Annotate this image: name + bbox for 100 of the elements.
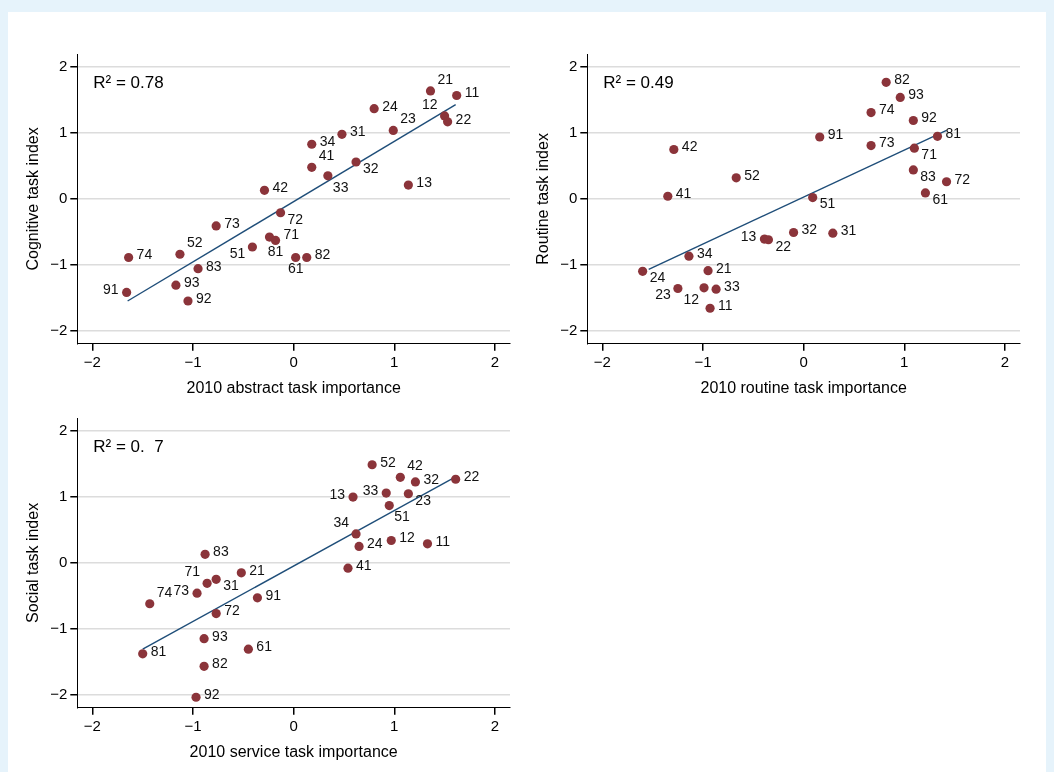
point [236, 568, 246, 578]
annotation: 82 [314, 246, 331, 263]
annotation: 12 [683, 290, 700, 307]
point [403, 180, 413, 190]
annotation: 13 [740, 227, 757, 244]
y-tick-label: 0 [58, 189, 68, 207]
point [191, 692, 201, 702]
annotation: 93 [908, 86, 925, 103]
point [211, 574, 221, 584]
annotation: 74 [879, 101, 895, 118]
annotation: 61 [287, 260, 304, 277]
annotation: 83 [206, 257, 222, 274]
point [932, 131, 943, 141]
annotation: 32 [801, 221, 818, 238]
point [422, 539, 433, 549]
y-tick-label: 2 [58, 421, 68, 439]
point [351, 529, 361, 539]
point [175, 249, 185, 259]
annotation: 71 [921, 146, 938, 163]
annotation: 93 [183, 274, 200, 291]
y-tick-label: 2 [568, 57, 578, 75]
point [291, 252, 301, 263]
point [395, 472, 405, 482]
annotation: 34 [333, 513, 350, 530]
x-axis-title: 2010 service task importance [189, 742, 398, 760]
annotation: 11 [718, 297, 733, 314]
annotation: 13 [416, 173, 433, 190]
point [908, 115, 918, 126]
y-tick-label: −1 [50, 618, 68, 636]
point [663, 191, 673, 201]
annotation: 31 [349, 123, 366, 140]
annotation: 41 [675, 185, 692, 202]
annotation: 23 [415, 491, 432, 508]
annotation: 73 [173, 582, 190, 599]
annotation: 61 [256, 638, 273, 655]
y-tick-label: 1 [58, 123, 68, 141]
point [711, 284, 721, 294]
x-tick-label: −2 [83, 716, 101, 734]
annotation: 92 [204, 686, 220, 703]
x-tick-label: −1 [184, 716, 202, 734]
point [828, 228, 838, 238]
annotation: 74 [136, 246, 153, 263]
annotation: 92 [195, 289, 212, 306]
annotation: 73 [879, 134, 895, 151]
point [920, 188, 931, 198]
annotation: 42 [681, 138, 698, 155]
point [410, 477, 421, 487]
point [381, 488, 391, 498]
x-tick-label: −1 [184, 352, 202, 370]
point [337, 129, 347, 139]
point [307, 139, 317, 149]
y-axis-title: Cognitive task index [24, 127, 42, 271]
point [252, 593, 263, 603]
annotation: 91 [265, 586, 282, 603]
annotation: 41 [318, 147, 335, 164]
annotation: 22 [775, 237, 792, 254]
annotation: 51 [394, 508, 411, 525]
y-tick-label: −2 [50, 684, 68, 702]
annotation: 81 [267, 243, 284, 260]
annotation: 34 [319, 133, 336, 150]
x-tick-label: 2 [1000, 352, 1010, 370]
y-tick-label: −2 [560, 320, 578, 338]
point [866, 140, 876, 151]
point [425, 86, 436, 96]
point [270, 235, 281, 245]
point [684, 251, 694, 261]
y-axis-title: Routine task index [534, 133, 552, 265]
annotation: 83 [920, 167, 937, 184]
point [443, 117, 453, 127]
annotation: 23 [655, 286, 672, 303]
annotation: 91 [103, 281, 119, 298]
point [343, 563, 353, 573]
annotation: 24 [382, 97, 398, 114]
y-tick-label: −1 [560, 254, 578, 272]
annotation: 22 [455, 110, 472, 127]
point [941, 177, 952, 187]
point [243, 644, 253, 654]
point [275, 208, 286, 218]
annotation: 31 [840, 222, 857, 239]
annotation: 11 [435, 532, 451, 549]
annotation: 24 [649, 269, 666, 286]
annotation: 12 [422, 95, 438, 112]
annotation: R² = 0.49 [603, 73, 674, 92]
annotation: R² = 0. 7 [93, 437, 164, 456]
point [699, 283, 709, 293]
x-tick-label: 0 [289, 352, 298, 370]
x-tick-label: 1 [390, 352, 399, 370]
annotation: 92 [921, 109, 938, 126]
y-tick-label: 1 [58, 487, 68, 505]
point [367, 460, 377, 470]
annotation: 71 [283, 225, 300, 242]
annotation: 91 [827, 125, 844, 142]
annotation: 83 [213, 543, 229, 560]
point [909, 143, 919, 153]
point [452, 90, 462, 101]
point [388, 125, 398, 135]
x-tick-label: 1 [900, 352, 909, 370]
annotation: 52 [744, 166, 761, 183]
point [200, 549, 210, 559]
annotation: 42 [272, 179, 289, 196]
